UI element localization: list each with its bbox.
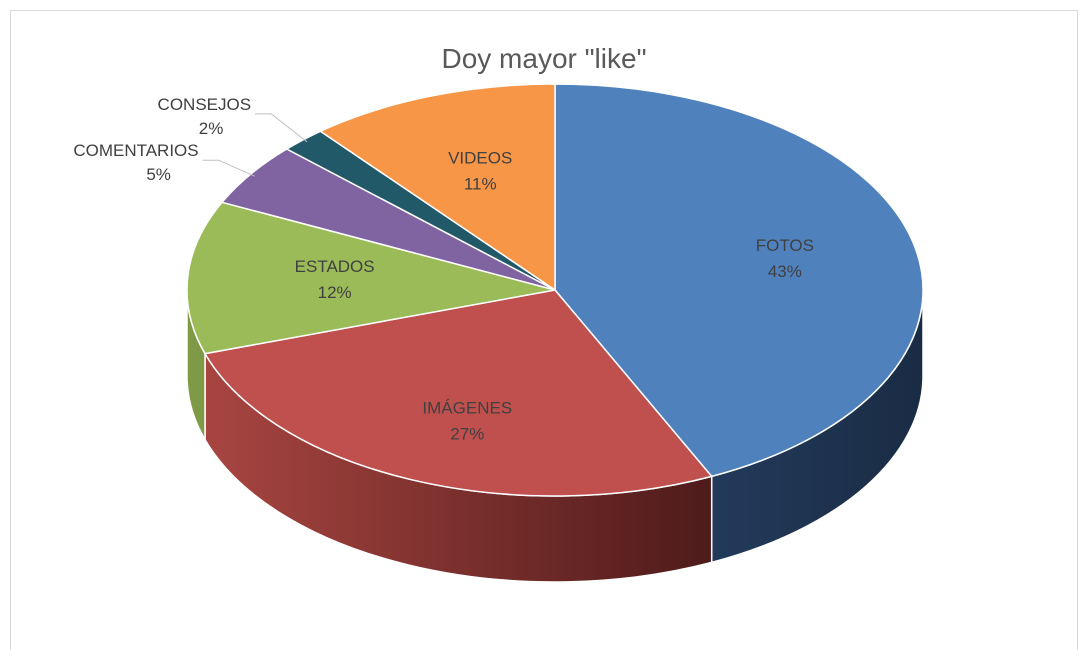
slice-estados	[186, 201, 556, 355]
slice-imagenes	[203, 289, 714, 497]
leader-line-comentarios	[202, 159, 255, 177]
slice-value-videos: 11%	[464, 175, 497, 194]
slice-fotos	[554, 83, 924, 478]
slice-label-estados: ESTADOS	[295, 257, 375, 276]
slice-value-consejos: 2%	[199, 119, 224, 138]
slice-labels: FOTOS 43% IMÁGENES 27% ESTADOS 12% COMENTARIOS…	[73, 95, 814, 444]
slice-label-imagenes: IMÁGENES	[422, 398, 512, 417]
slice-label-consejos: CONSEJOS	[158, 95, 252, 114]
chart-title: Doy mayor "like"	[441, 43, 646, 74]
slice-label-videos: VIDEOS	[448, 149, 512, 168]
slice-value-fotos: 43%	[768, 262, 802, 281]
leader-line-consejos	[255, 113, 308, 143]
slice-value-imagenes: 27%	[450, 424, 484, 443]
slice-value-estados: 12%	[318, 283, 352, 302]
slice-label-fotos: FOTOS	[756, 236, 814, 255]
leader-lines	[202, 113, 308, 177]
pie-tops	[186, 83, 924, 497]
slice-value-comentarios: 5%	[146, 165, 171, 184]
slice-videos	[318, 83, 556, 292]
slice-label-comentarios: COMENTARIOS	[73, 141, 198, 160]
